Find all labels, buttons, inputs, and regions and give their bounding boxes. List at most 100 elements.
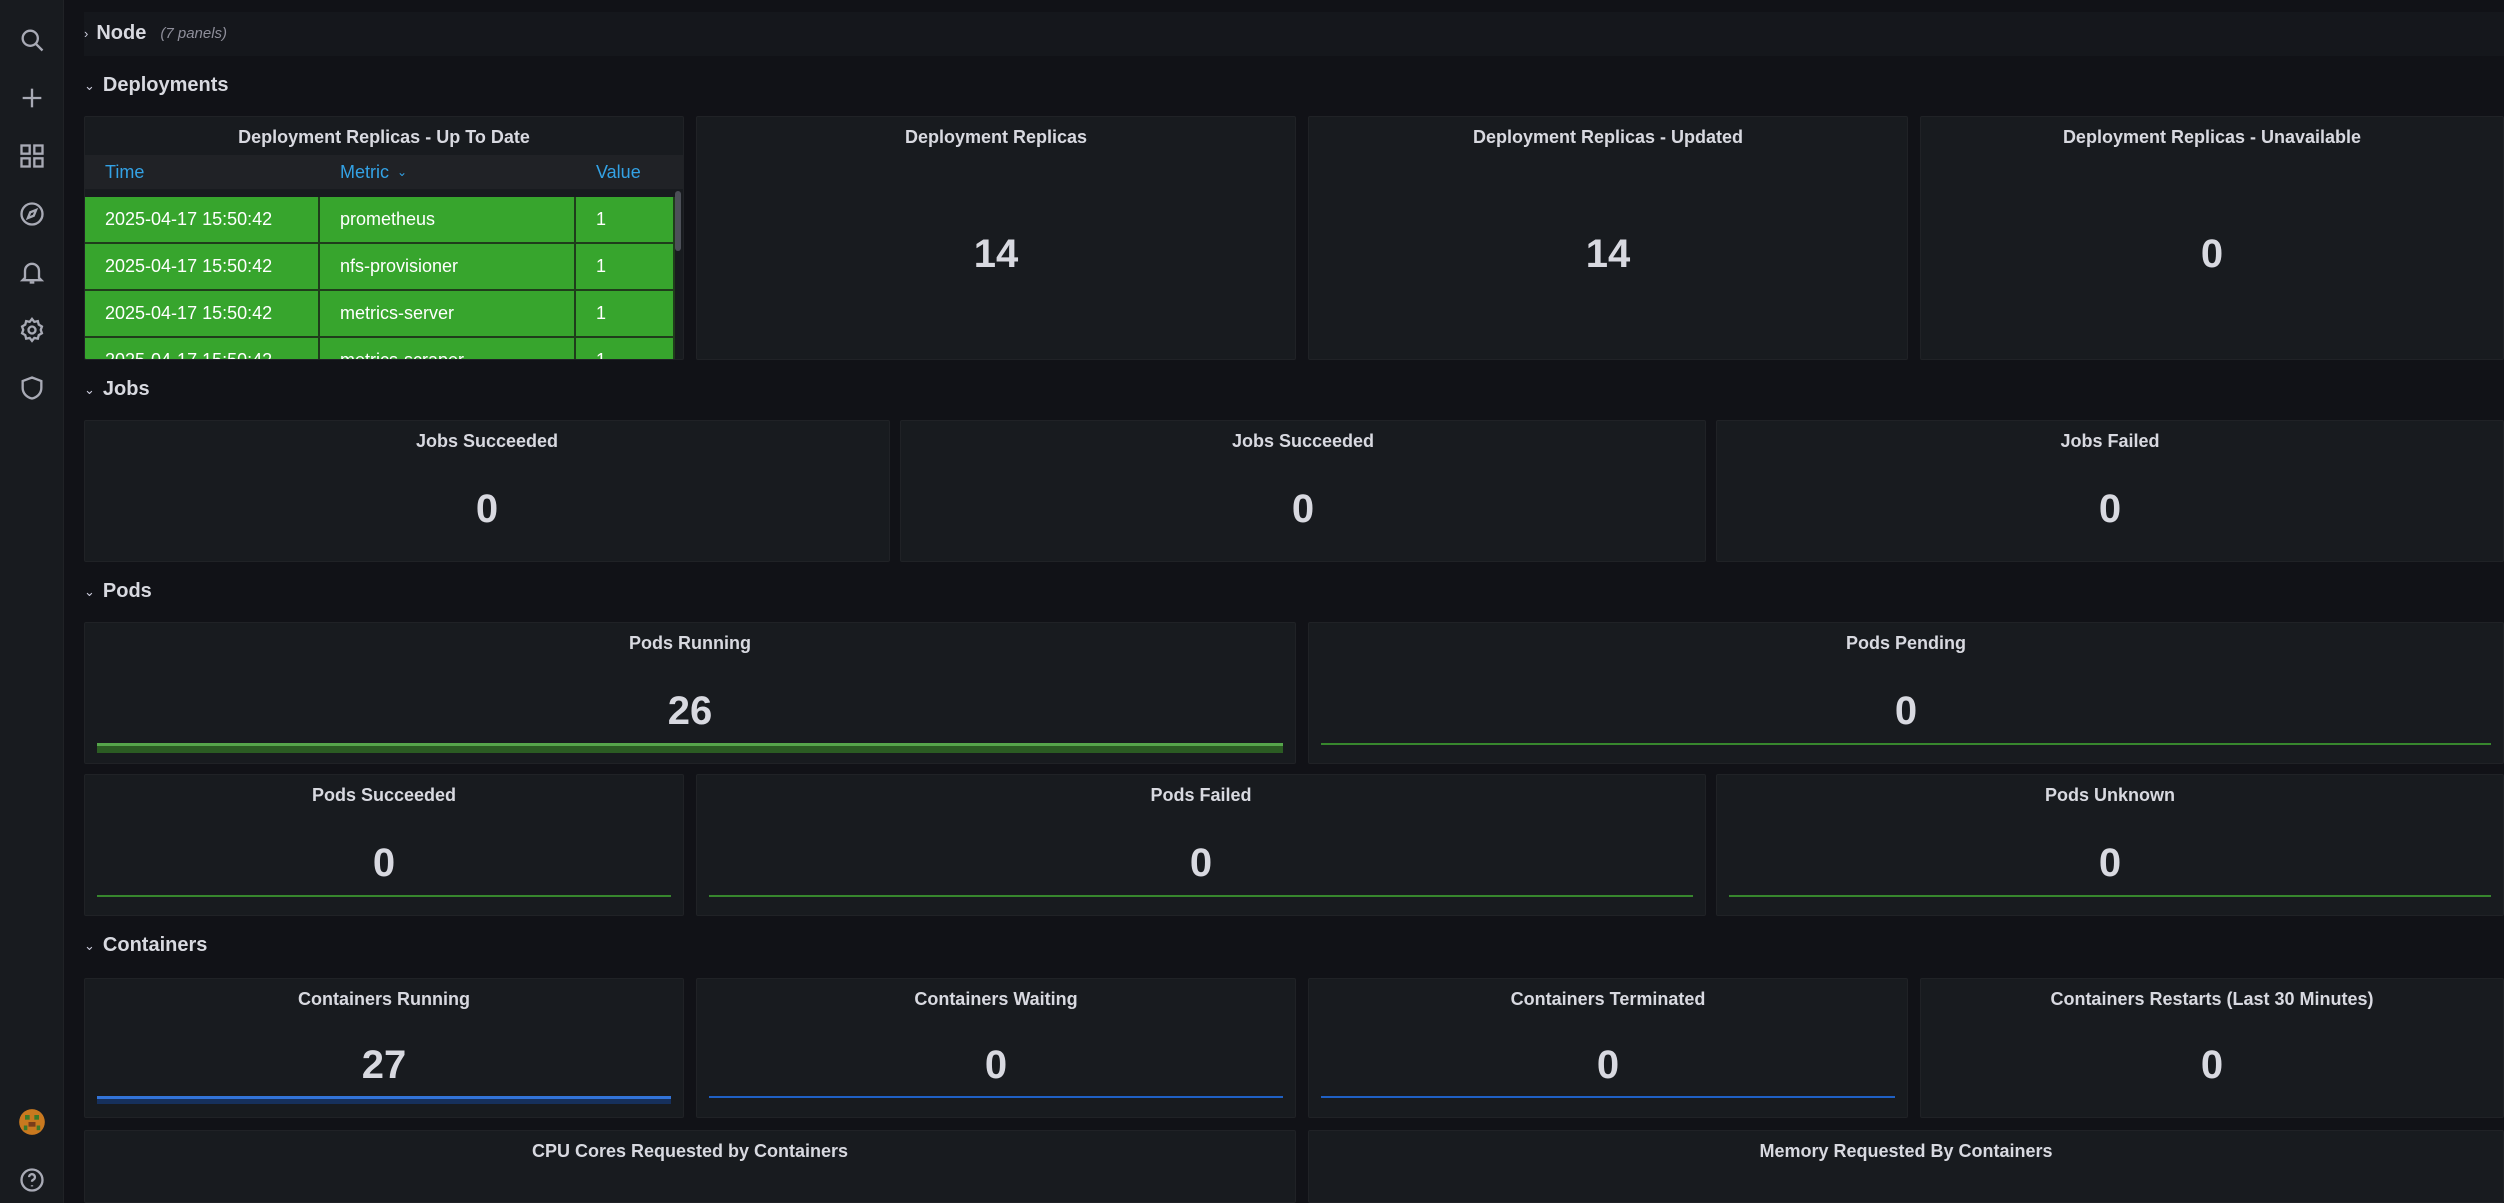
help-icon[interactable]: [12, 1160, 52, 1200]
panel-pods-succeeded[interactable]: Pods Succeeded 0: [84, 774, 684, 916]
cell-value: 1: [576, 338, 675, 359]
dashboard-content: › Node (7 panels) ⌄ Deployments Deployme…: [64, 0, 2504, 1203]
sparkline: [1321, 1096, 1895, 1108]
panel-title: Deployment Replicas - Unavailable: [2062, 127, 2362, 147]
panel-title: Deployment Replicas - Up To Date: [238, 127, 530, 147]
explore-icon[interactable]: [12, 194, 52, 234]
column-value[interactable]: Value: [596, 161, 641, 182]
panel-title: Containers Restarts (Last 30 Minutes): [2050, 989, 2374, 1009]
table-row[interactable]: 2025-04-17 15:50:42 metrics-scraper 1: [85, 338, 675, 359]
panel-title: CPU Cores Requested by Containers: [531, 1141, 849, 1161]
cell-metric: metrics-scraper: [320, 338, 576, 359]
row-node-bar[interactable]: [84, 12, 2504, 56]
stat-value: 0: [2200, 232, 2224, 276]
table-row[interactable]: 2025-04-17 15:50:42 nfs-provisioner 1: [85, 244, 675, 291]
sparkline: [709, 1096, 1283, 1108]
panel-title: Containers Terminated: [1510, 989, 1706, 1009]
avatar[interactable]: [12, 1102, 52, 1142]
search-icon[interactable]: [12, 20, 52, 60]
cell-time: 2025-04-17 15:50:42: [85, 197, 320, 244]
stat-value: 0: [1596, 1043, 1620, 1087]
stat-value: 0: [372, 841, 396, 885]
stat-value: 0: [2098, 487, 2122, 531]
table-row[interactable]: 2025-04-17 15:50:42 metrics-server 1: [85, 291, 675, 338]
stat-value: 27: [361, 1043, 407, 1087]
column-metric-label: Metric: [340, 161, 389, 182]
panel-title: Jobs Succeeded: [415, 431, 559, 451]
panel-title: Jobs Succeeded: [1231, 431, 1375, 451]
chevron-down-icon: ⌄: [84, 937, 95, 953]
panel-title: Pods Running: [629, 633, 751, 653]
panel-pods-unknown[interactable]: Pods Unknown 0: [1716, 774, 2504, 916]
chevron-down-icon: ⌄: [84, 583, 95, 599]
row-jobs[interactable]: ⌄ Jobs: [84, 378, 150, 401]
stat-value: 26: [667, 689, 713, 733]
dashboards-icon[interactable]: [12, 136, 52, 176]
chevron-down-icon: ⌄: [84, 381, 95, 397]
panel-jobs-failed[interactable]: Jobs Failed 0: [1716, 420, 2504, 562]
stat-value: 14: [973, 232, 1019, 276]
shield-icon[interactable]: [12, 368, 52, 408]
panel-deployment-replicas-unavailable[interactable]: Deployment Replicas - Unavailable 0: [1920, 116, 2504, 360]
table-header: Time Metric ⌄ Value: [85, 155, 683, 189]
panel-pods-failed[interactable]: Pods Failed 0: [696, 774, 1706, 916]
row-title: Node: [96, 22, 147, 44]
sparkline: [1321, 743, 2491, 755]
sparkline: [1729, 895, 2491, 907]
sidebar: [0, 0, 64, 1203]
sort-chevron-icon: ⌄: [397, 165, 408, 179]
panel-jobs-succeeded[interactable]: Jobs Succeeded 0: [900, 420, 1706, 562]
panel-title: Containers Waiting: [914, 989, 1078, 1009]
panel-deployment-replicas-updated[interactable]: Deployment Replicas - Updated 14: [1308, 116, 1908, 360]
sparkline: [97, 895, 671, 907]
panel-title: Pods Unknown: [2045, 785, 2175, 805]
row-panel-count: (7 panels): [160, 25, 228, 42]
panel-title: Memory Requested By Containers: [1759, 1141, 2053, 1161]
panel-title: Deployment Replicas: [904, 127, 1088, 147]
table-scrollbar[interactable]: [675, 191, 681, 251]
row-containers[interactable]: ⌄ Containers: [84, 934, 207, 957]
cell-time: 2025-04-17 15:50:42: [85, 244, 320, 291]
chevron-right-icon: ›: [84, 26, 89, 41]
cell-time: 2025-04-17 15:50:42: [85, 291, 320, 338]
row-title: Jobs: [102, 378, 150, 400]
panel-cpu-cores-requested[interactable]: CPU Cores Requested by Containers: [84, 1130, 1296, 1203]
panel-containers-terminated[interactable]: Containers Terminated 0: [1308, 978, 1908, 1118]
sparkline: [709, 895, 1693, 907]
row-deployments[interactable]: ⌄ Deployments: [84, 74, 229, 97]
stat-value: 0: [1894, 689, 1918, 733]
stat-value: 14: [1585, 232, 1631, 276]
stat-value: 0: [2098, 841, 2122, 885]
panel-containers-waiting[interactable]: Containers Waiting 0: [696, 978, 1296, 1118]
panel-containers-restarts[interactable]: Containers Restarts (Last 30 Minutes) 0: [1920, 978, 2504, 1118]
stat-value: 0: [984, 1043, 1008, 1087]
cell-value: 1: [576, 291, 675, 338]
stat-value: 0: [2200, 1043, 2224, 1087]
stat-value: 0: [1189, 841, 1213, 885]
panel-title: Jobs Failed: [2060, 431, 2160, 451]
panel-title: Deployment Replicas - Updated: [1472, 127, 1744, 147]
chevron-down-icon: ⌄: [84, 77, 95, 93]
panel-containers-running[interactable]: Containers Running 27: [84, 978, 684, 1118]
sparkline: [97, 743, 1283, 753]
row-title: Containers: [102, 934, 208, 956]
table-row[interactable]: 2025-04-17 15:50:42 prometheus 1: [85, 197, 675, 244]
panel-deployment-replicas[interactable]: Deployment Replicas 14: [696, 116, 1296, 360]
column-metric[interactable]: Metric ⌄: [320, 155, 576, 189]
alert-bell-icon[interactable]: [12, 252, 52, 292]
row-node[interactable]: › Node (7 panels): [84, 22, 227, 45]
plus-icon[interactable]: [12, 78, 52, 118]
row-pods[interactable]: ⌄ Pods: [84, 580, 152, 603]
sparkline: [97, 1096, 671, 1104]
cell-value: 1: [576, 197, 675, 244]
panel-deployment-replicas-up-to-date[interactable]: Deployment Replicas - Up To Date Time Me…: [84, 116, 684, 360]
panel-jobs-succeeded[interactable]: Jobs Succeeded 0: [84, 420, 890, 562]
row-title: Pods: [102, 580, 152, 602]
column-time[interactable]: Time: [105, 161, 145, 182]
cell-value: 1: [576, 244, 675, 291]
panel-pods-pending[interactable]: Pods Pending 0: [1308, 622, 2504, 764]
panel-pods-running[interactable]: Pods Running 26: [84, 622, 1296, 764]
panel-memory-requested[interactable]: Memory Requested By Containers: [1308, 1130, 2504, 1203]
gear-icon[interactable]: [12, 310, 52, 350]
stat-value: 0: [475, 487, 499, 531]
